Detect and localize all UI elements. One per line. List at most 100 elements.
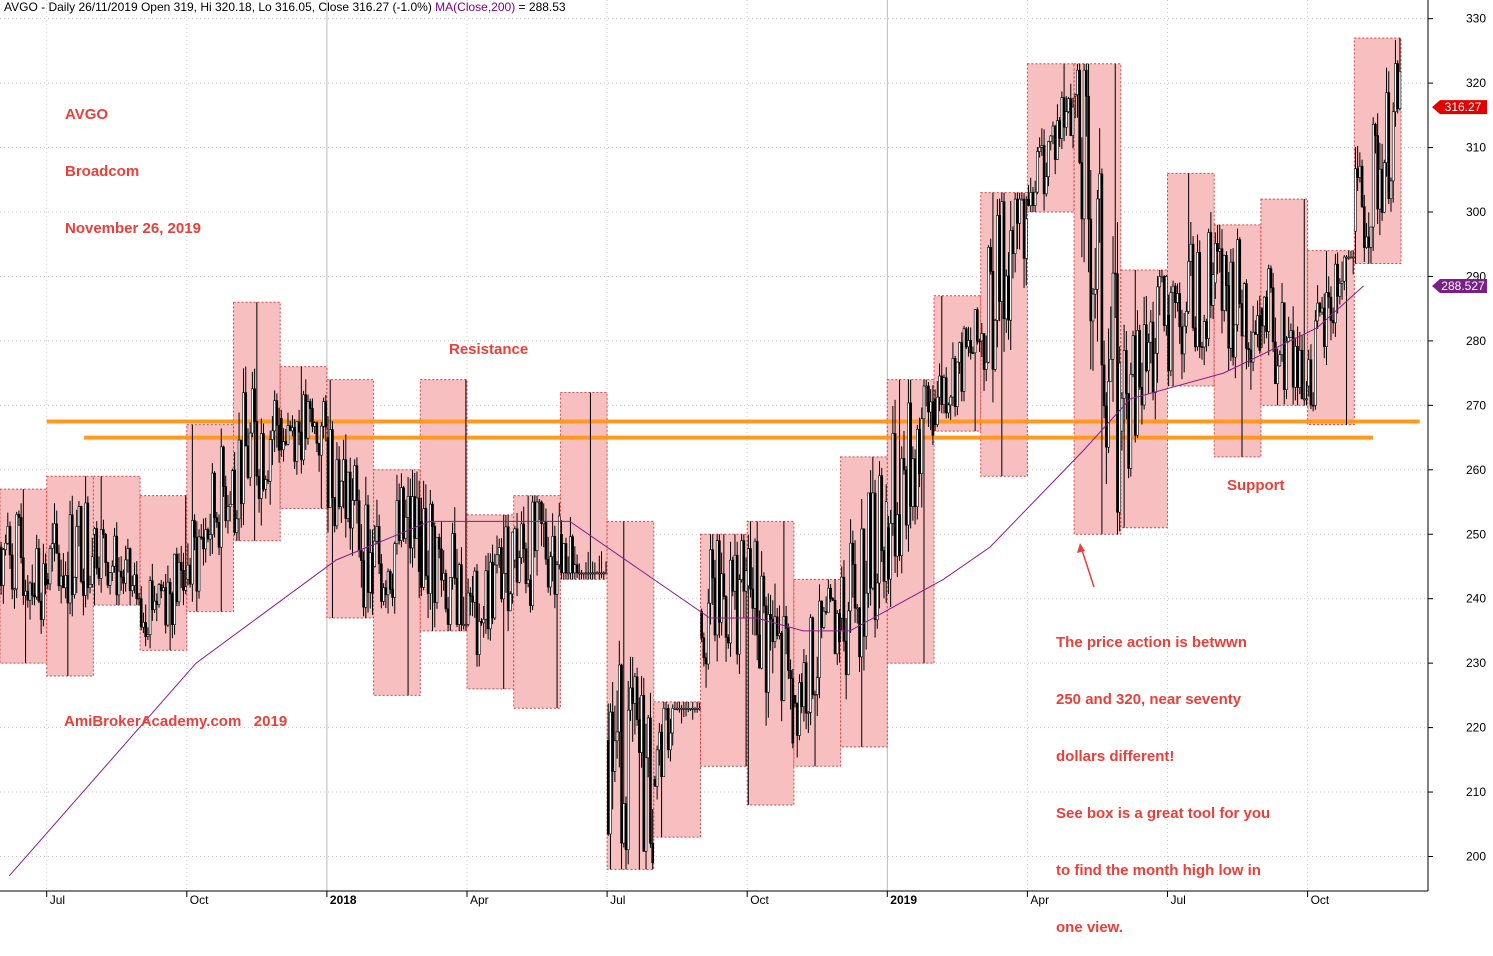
candle-body	[466, 592, 470, 625]
candle-body	[451, 533, 454, 578]
candle-body	[1147, 341, 1150, 372]
candle-body	[1365, 236, 1368, 248]
candle-body	[713, 577, 717, 636]
candle-body	[851, 542, 855, 565]
candle-body	[996, 215, 999, 321]
candle-body	[1236, 239, 1239, 326]
candle-body	[891, 433, 895, 524]
candle-body	[1058, 120, 1061, 139]
candle-body	[440, 548, 443, 581]
candle-body	[1336, 263, 1339, 297]
candle-body	[1345, 256, 1348, 259]
candle-body	[1307, 359, 1311, 387]
candle-body	[849, 542, 852, 612]
candle-body	[791, 678, 795, 744]
candle-body	[157, 584, 161, 605]
price-tags: 316.27 288.527	[1077, 100, 1487, 588]
candle-body	[346, 471, 350, 519]
candle-body	[747, 548, 750, 587]
candle-body	[1073, 94, 1077, 97]
candle-body	[275, 400, 279, 426]
candle-body	[740, 540, 743, 580]
candle-body	[931, 401, 935, 436]
candle-body	[813, 694, 817, 696]
candle-body	[1209, 232, 1213, 306]
candle-body	[1394, 63, 1397, 113]
candle-body	[535, 501, 539, 551]
candle-body	[484, 570, 488, 620]
candle-body	[649, 717, 652, 844]
candle-body	[878, 475, 881, 584]
candle-body	[566, 572, 570, 575]
candle-body	[184, 586, 187, 591]
candle-body	[1125, 350, 1128, 394]
title-line-ticker: AVGO	[65, 106, 109, 123]
candle-body	[248, 432, 252, 478]
candle-body	[231, 470, 234, 505]
candle-body	[39, 600, 43, 620]
candle-body	[162, 587, 165, 592]
candle-body	[976, 309, 979, 342]
candle-body	[1065, 111, 1068, 128]
candle-body	[1316, 302, 1319, 322]
candle-body	[622, 803, 626, 844]
candle-body	[46, 579, 50, 585]
candle-body	[411, 496, 414, 549]
candle-body	[489, 561, 492, 630]
candle-body	[1042, 145, 1046, 195]
candle-body	[208, 534, 212, 540]
candle-body	[213, 472, 216, 518]
candle-body	[277, 424, 281, 451]
candle-body	[82, 581, 85, 596]
candle-body	[582, 572, 586, 575]
candle-body	[302, 394, 305, 461]
candle-body	[509, 593, 512, 612]
candle-body	[680, 707, 683, 710]
candle-body	[386, 570, 390, 596]
candle-body	[735, 554, 739, 655]
candle-body	[317, 442, 321, 456]
candle-body	[328, 429, 332, 508]
candle-body	[1322, 307, 1326, 348]
candle-body	[573, 564, 577, 574]
candle-body	[455, 577, 459, 625]
candle-body	[936, 396, 939, 425]
candle-body	[1385, 92, 1388, 163]
candle-body	[922, 385, 926, 420]
candle-body	[633, 676, 637, 704]
candle-body	[415, 497, 419, 539]
candle-body	[947, 404, 950, 414]
candle-body	[1391, 111, 1395, 182]
candle-body	[1318, 302, 1322, 313]
candle-body	[686, 707, 690, 710]
candle-body	[497, 547, 501, 556]
candle-body	[807, 712, 810, 714]
candle-body	[1040, 145, 1044, 148]
candle-body	[255, 421, 259, 477]
candle-body	[117, 570, 121, 596]
candle-body	[951, 358, 955, 398]
candle-body	[980, 333, 984, 342]
candle-body	[1122, 350, 1126, 399]
candle-body	[35, 548, 38, 598]
comment-line-6: one view.	[1056, 919, 1123, 936]
candle-body	[571, 536, 574, 574]
candle-body	[195, 536, 199, 592]
candle-body	[1374, 123, 1377, 136]
candle-body	[887, 527, 890, 580]
candle-body	[1380, 168, 1384, 213]
candle-body	[873, 492, 877, 621]
candle-body	[1020, 198, 1024, 201]
candle-body	[53, 523, 56, 544]
candle-body	[391, 589, 394, 598]
y-tick-label: 280	[1466, 334, 1486, 348]
candle-body	[1004, 275, 1008, 320]
candle-body	[644, 757, 648, 852]
candle-body	[1076, 69, 1079, 96]
candle-body	[949, 396, 952, 406]
candle-body	[1202, 321, 1206, 348]
candle-body	[1091, 293, 1095, 322]
candle-body	[135, 574, 139, 599]
candle-body	[62, 575, 65, 589]
candle-body	[1265, 296, 1268, 332]
